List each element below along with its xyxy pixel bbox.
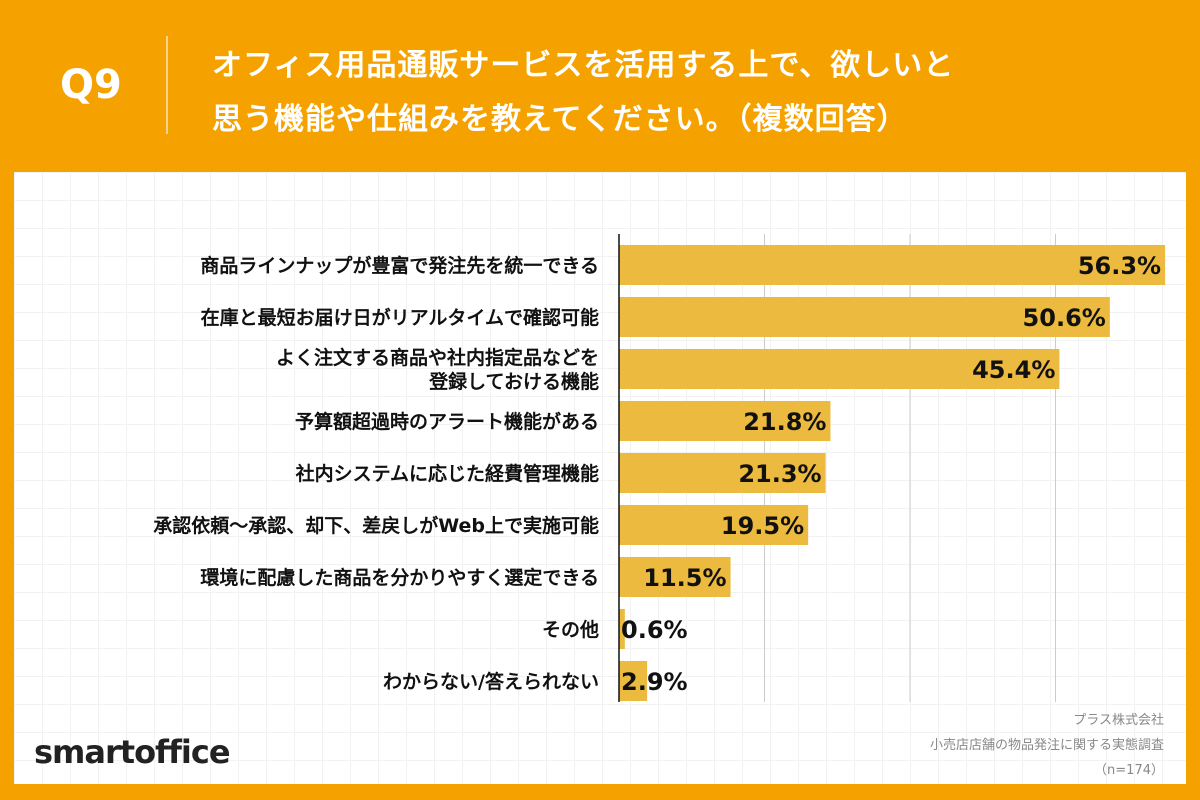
source: プラス株式会社 小売店店舗の物品発注に関する実態調査 （n=174） — [930, 708, 1164, 783]
data-label: 56.3% — [1078, 252, 1161, 280]
data-label: 45.4% — [972, 356, 1055, 384]
bar — [619, 661, 648, 701]
source-survey: 小売店店舗の物品発注に関する実態調査 — [929, 738, 1164, 753]
category-label: 登録しておける機能 — [428, 370, 599, 393]
source-company: プラス株式会社 — [1073, 713, 1164, 728]
data-label: 50.6% — [1023, 304, 1106, 332]
data-label: 19.5% — [721, 512, 804, 540]
data-label: 2.9% — [621, 668, 688, 696]
sample-size: （n=174） — [1094, 763, 1164, 778]
bar — [619, 297, 1110, 337]
smartoffice-logo: smartoffice — [34, 733, 231, 771]
bar — [619, 557, 731, 597]
category-label: その他 — [542, 618, 599, 641]
category-label: 在庫と最短お届け日がリアルタイムで確認可能 — [201, 306, 599, 329]
divider — [166, 36, 168, 134]
title-line-1: オフィス用品通販サービスを活用する上で、欲しいと — [212, 48, 955, 83]
category-label: わからない/答えられない — [383, 670, 599, 693]
category-label: 社内システムに応じた経費管理機能 — [295, 462, 599, 485]
category-label: 環境に配慮した商品を分かりやすく選定できる — [200, 566, 599, 589]
question-number: Q9 — [60, 62, 122, 108]
bar — [619, 349, 1060, 389]
data-label: 0.6% — [621, 616, 688, 644]
bar — [619, 505, 809, 545]
bar — [619, 609, 625, 649]
bar — [619, 401, 831, 441]
title-line-2: 思う機能や仕組みを教えてください。（複数回答） — [212, 102, 908, 137]
category-label: 予算額超過時のアラート機能がある — [295, 410, 599, 433]
data-label: 11.5% — [643, 564, 726, 592]
data-label: 21.3% — [738, 460, 821, 488]
category-label: よく注文する商品や社内指定品などを — [276, 346, 599, 369]
bar — [619, 453, 826, 493]
category-label: 商品ラインナップが豊富で発注先を統一できる — [200, 254, 599, 277]
data-label: 21.8% — [743, 408, 826, 436]
category-label: 承認依頼〜承認、却下、差戻しがWeb上で実施可能 — [153, 514, 599, 537]
chart-panel — [14, 172, 1186, 784]
bar — [619, 245, 1166, 285]
